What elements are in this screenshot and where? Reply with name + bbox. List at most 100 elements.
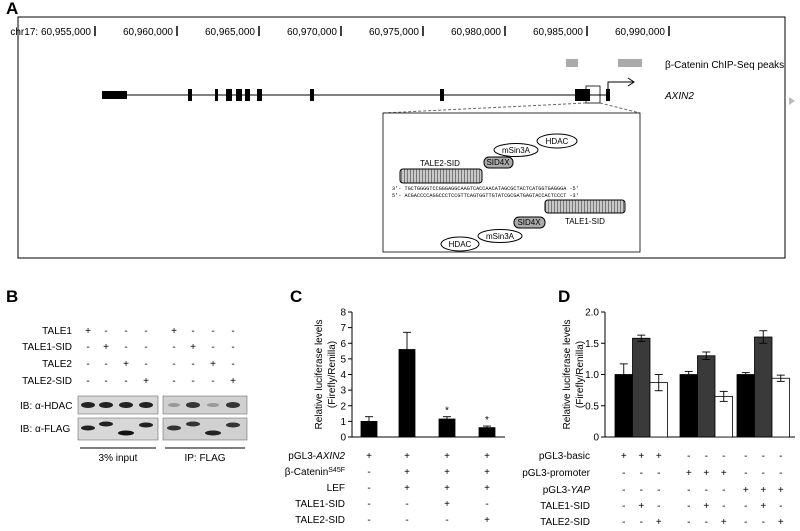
y-tick-label: 3 <box>340 386 346 397</box>
blot-band <box>139 402 153 408</box>
blot-band <box>226 422 240 428</box>
dna-strand: 5'- ACGACCCCAGGCCCTCCGTTCAGTGGTTGTATCGCG… <box>392 193 579 199</box>
blots <box>77 395 248 441</box>
sign: - <box>104 376 107 387</box>
panel-label: B <box>6 287 18 306</box>
y-tick-label: 2.0 <box>585 308 599 319</box>
sign: - <box>687 485 690 496</box>
sign: - <box>722 485 725 496</box>
sign: - <box>640 468 643 479</box>
sign: - <box>485 499 488 510</box>
blot-label: IB: α-HDAC <box>20 401 72 412</box>
sign: - <box>744 451 747 462</box>
panel-frame <box>17 16 786 259</box>
blot-band <box>226 402 240 408</box>
sign: - <box>191 326 194 337</box>
sign: - <box>86 342 89 353</box>
sign: - <box>104 359 107 370</box>
sign: - <box>172 342 175 353</box>
gene-track <box>102 59 795 114</box>
blot-band <box>81 425 95 431</box>
sign: + <box>366 451 372 462</box>
sign: + <box>444 499 450 510</box>
sign: + <box>484 483 490 494</box>
coordinate-label: 60,990,000 <box>615 27 665 38</box>
y-tick-label: 8 <box>340 308 346 319</box>
row-label: pGL3-AXIN2 <box>288 451 345 462</box>
coordinate-label: 60,975,000 <box>369 27 419 38</box>
bar <box>736 374 755 438</box>
sign: + <box>686 468 692 479</box>
inset-label: mSin3A <box>502 146 531 155</box>
blot <box>77 395 159 415</box>
track-label: β-Catenin ChIP-Seq peaks <box>665 60 784 71</box>
sign: + <box>703 468 709 479</box>
sign: - <box>722 501 725 512</box>
sign: + <box>760 485 766 496</box>
exon <box>226 89 232 101</box>
row-label: β-CateninS45F <box>285 467 345 479</box>
y-tick-label: 1.0 <box>585 370 599 381</box>
exon <box>188 89 192 101</box>
sign: - <box>687 451 690 462</box>
annotation: * <box>485 415 489 426</box>
bar <box>632 337 651 438</box>
row-label: pGL3-basic <box>539 451 590 462</box>
blot-band <box>139 422 153 428</box>
sign: - <box>405 515 408 526</box>
exon <box>575 89 590 101</box>
sign: - <box>762 517 765 528</box>
sign: + <box>656 517 662 528</box>
row-label: TALE2 <box>42 359 72 370</box>
bar <box>714 395 733 438</box>
chip-peak <box>566 59 578 67</box>
sign: - <box>779 451 782 462</box>
sign: + <box>638 501 644 512</box>
sign: - <box>657 468 660 479</box>
y-tick-label: 1.5 <box>585 339 599 350</box>
group-label: IP: FLAG <box>184 453 225 464</box>
sign: - <box>722 451 725 462</box>
y-tick-label: 6 <box>340 339 346 350</box>
row-label-italic: YAP <box>571 485 591 496</box>
blot-label: IB: α-FLAG <box>20 424 70 435</box>
sign: - <box>211 342 214 353</box>
row-label-sup: S45F <box>328 467 345 474</box>
blot-band <box>99 421 113 427</box>
y-tick-label: 4 <box>340 370 346 381</box>
sign: - <box>762 468 765 479</box>
sign: - <box>367 515 370 526</box>
sid4x-shape <box>483 156 514 169</box>
tale-shape <box>544 199 626 214</box>
sign: - <box>640 485 643 496</box>
row-label-text: TALE2 <box>42 359 72 370</box>
sign: + <box>171 326 177 337</box>
hdac-shape <box>440 236 480 252</box>
inset-label: TALE2-SID <box>420 159 460 168</box>
row-label: TALE1-SID <box>540 501 590 512</box>
sign: - <box>367 467 370 478</box>
sign: + <box>230 376 236 387</box>
row-label: TALE2-SID <box>540 517 590 528</box>
msin3a-shape <box>477 229 523 243</box>
sign: - <box>640 517 643 528</box>
sign: + <box>210 359 216 370</box>
exon <box>236 89 242 101</box>
sign: - <box>172 359 175 370</box>
coordinate-label: 60,960,000 <box>123 27 173 38</box>
sign: - <box>687 501 690 512</box>
y-axis-label: Relative luciferase levels <box>562 319 573 429</box>
sign: - <box>124 342 127 353</box>
y-axis-label: Relative luciferase levels <box>314 319 325 429</box>
row-label-text: pGL3-basic <box>539 451 590 462</box>
blot <box>77 417 159 441</box>
blot-band <box>81 402 95 408</box>
sign: - <box>622 517 625 528</box>
sign: + <box>484 451 490 462</box>
inset-label: mSin3A <box>486 232 515 241</box>
sign: - <box>231 359 234 370</box>
sign: - <box>744 501 747 512</box>
sid4x-shape <box>513 216 546 229</box>
sign: - <box>657 485 660 496</box>
